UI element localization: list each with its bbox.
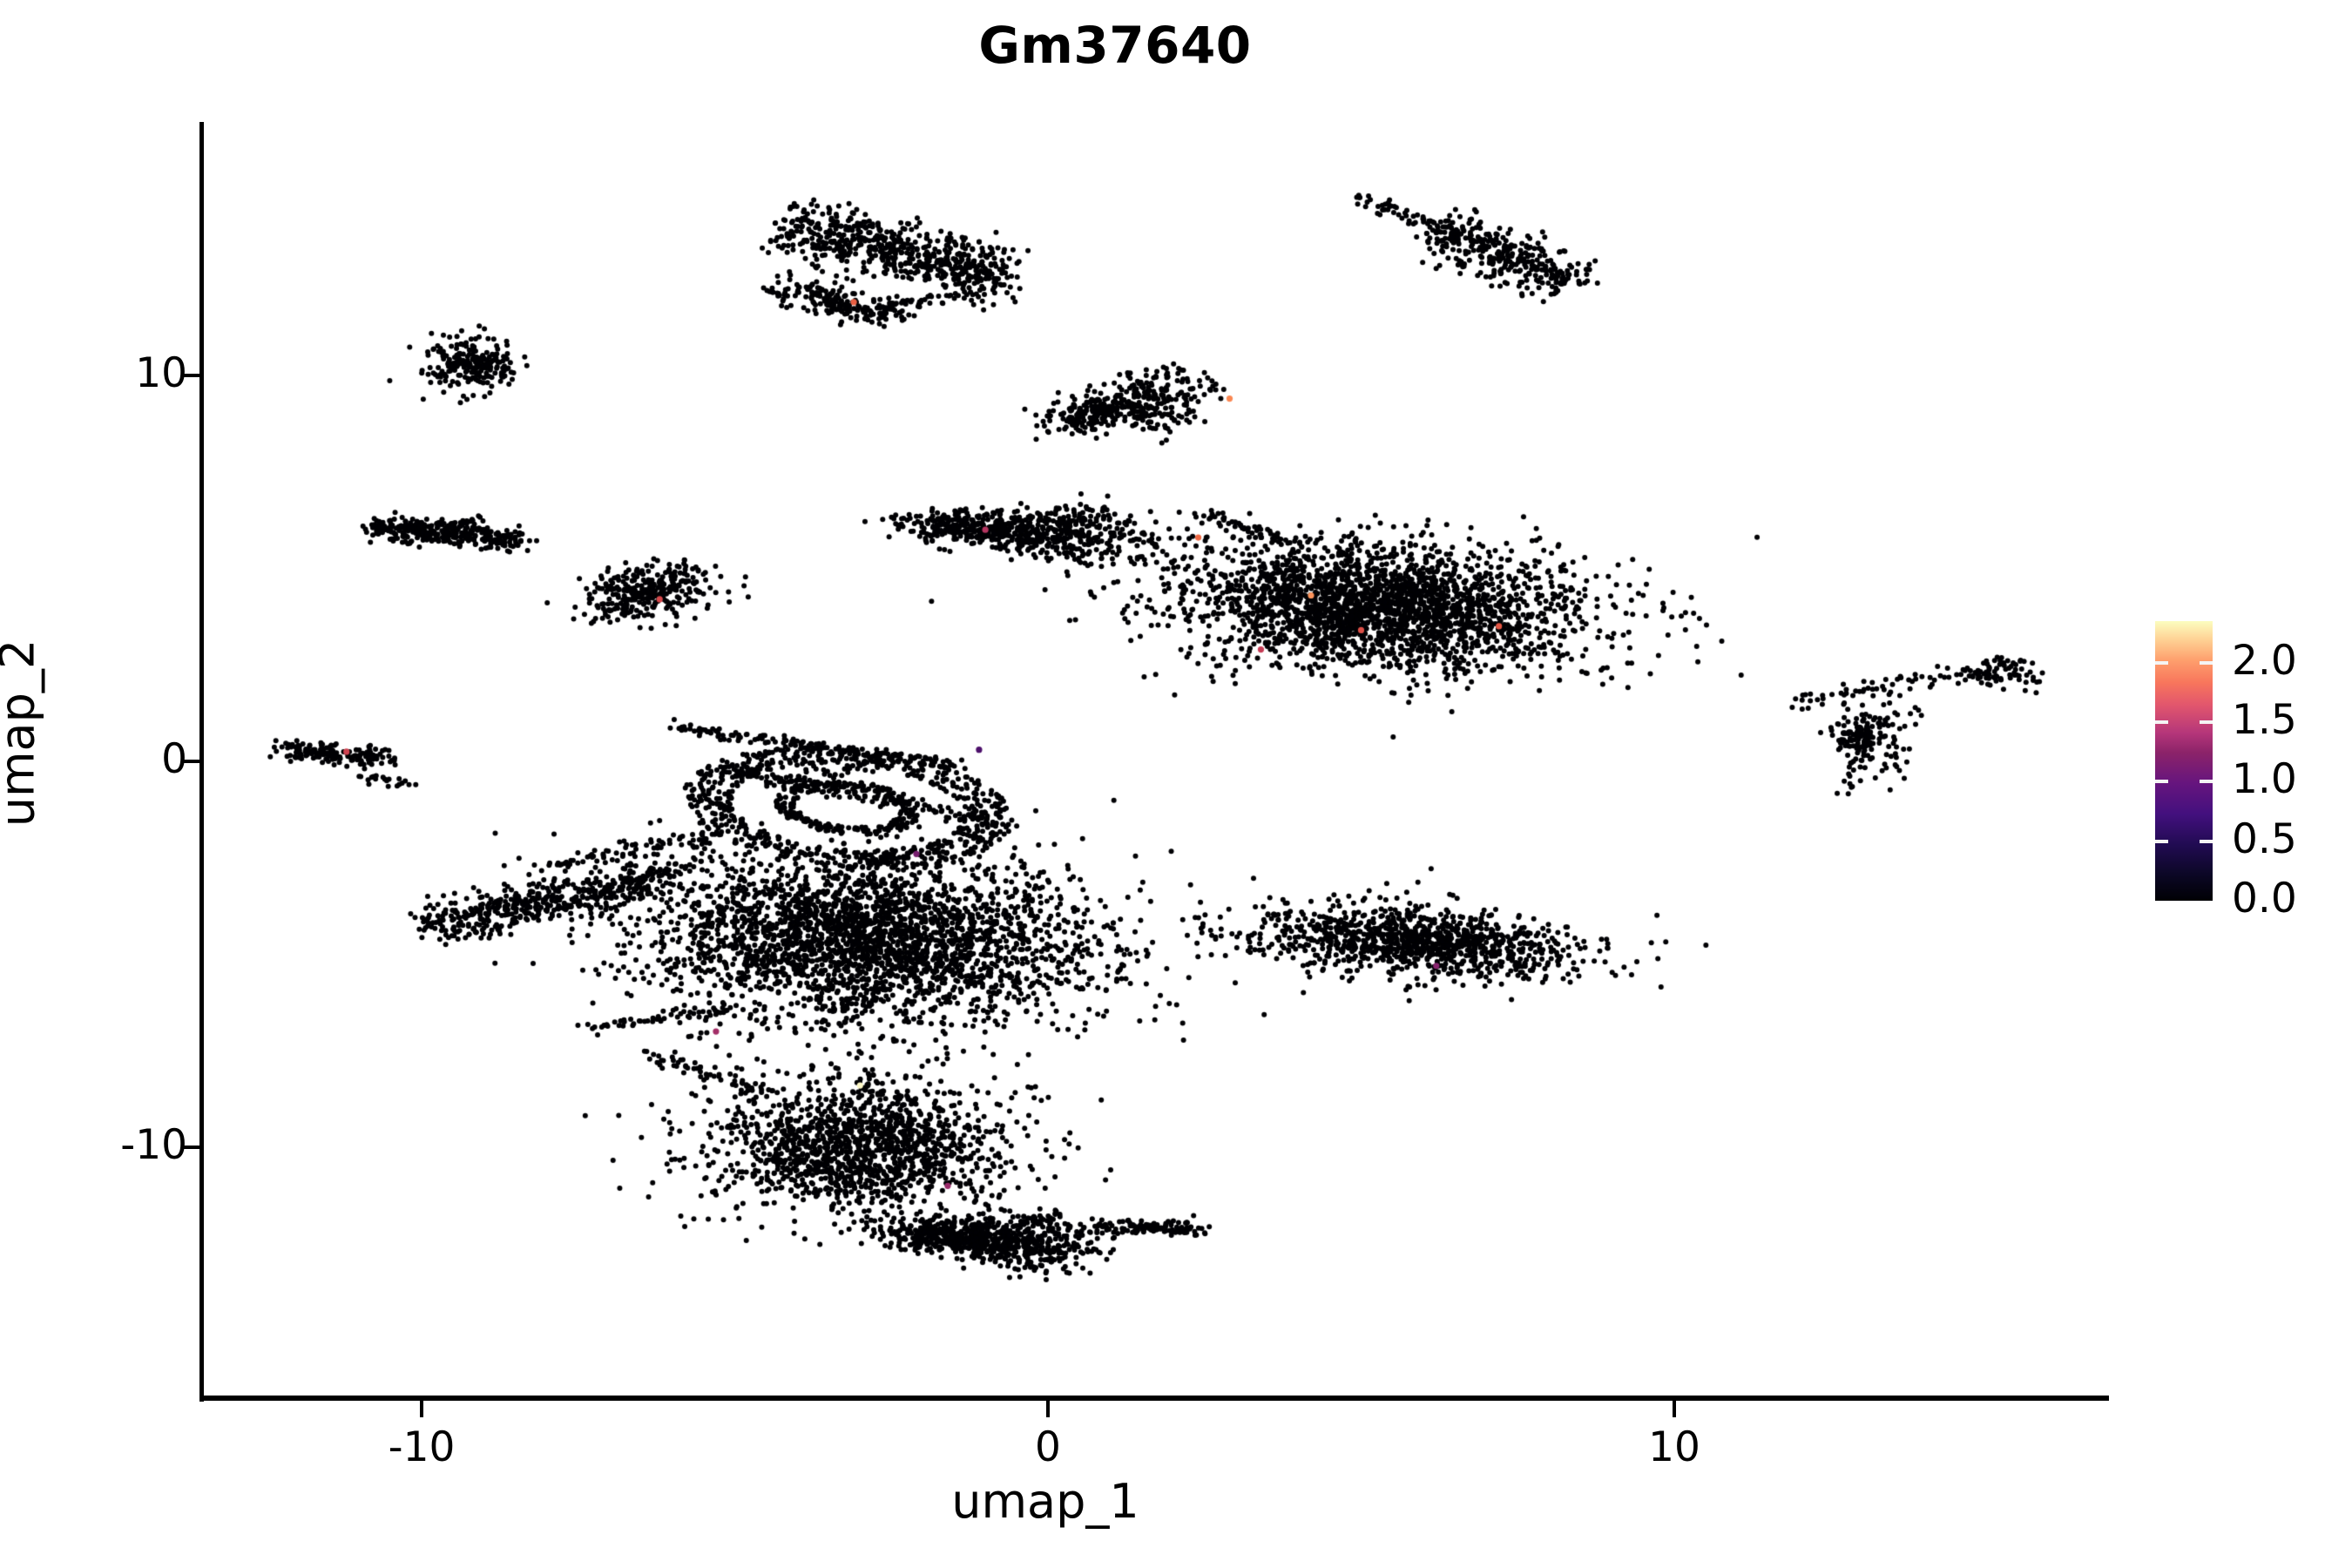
colorbar-tick-label: 1.0 [2232, 755, 2297, 804]
y-tick-label: 10 [135, 349, 187, 397]
x-tick-label: 0 [1035, 1423, 1061, 1471]
colorbar-tick-label: 2.0 [2232, 636, 2297, 685]
y-tick-mark [183, 1146, 199, 1149]
y-tick-mark [183, 760, 199, 763]
colorbar [2155, 621, 2213, 901]
y-axis-spine [199, 122, 204, 1402]
x-axis-spine [199, 1396, 2109, 1401]
colorbar-tick-label: 0.5 [2232, 814, 2297, 863]
colorbar-tick-label: 1.5 [2232, 696, 2297, 745]
colorbar-tick-mark [2200, 720, 2213, 725]
colorbar-tick-mark [2200, 839, 2213, 843]
colorbar-tick-mark [2155, 839, 2168, 843]
scatter-plot-area [204, 122, 2108, 1396]
chart-title: Gm37640 [978, 16, 1252, 75]
x-tick-mark [1673, 1401, 1676, 1417]
x-tick-label: 10 [1648, 1423, 1700, 1471]
y-axis-label: umap_2 [0, 639, 45, 828]
colorbar-tick-label: 0.0 [2232, 875, 2297, 923]
colorbar-tick-mark [2200, 660, 2213, 665]
colorbar-tick-mark [2155, 720, 2168, 725]
x-tick-label: -10 [388, 1423, 456, 1471]
y-tick-mark [183, 374, 199, 377]
colorbar-tick-mark [2155, 780, 2168, 784]
x-tick-mark [1046, 1401, 1050, 1417]
scatter-points-layer [204, 122, 2108, 1396]
x-tick-mark [420, 1401, 423, 1417]
colorbar-tick-mark [2155, 660, 2168, 665]
colorbar-tick-mark [2200, 780, 2213, 784]
x-axis-label: umap_1 [951, 1474, 1139, 1529]
colorbar-gradient [2155, 621, 2213, 901]
y-tick-label: -10 [120, 1121, 187, 1169]
y-tick-label: 0 [161, 735, 187, 783]
